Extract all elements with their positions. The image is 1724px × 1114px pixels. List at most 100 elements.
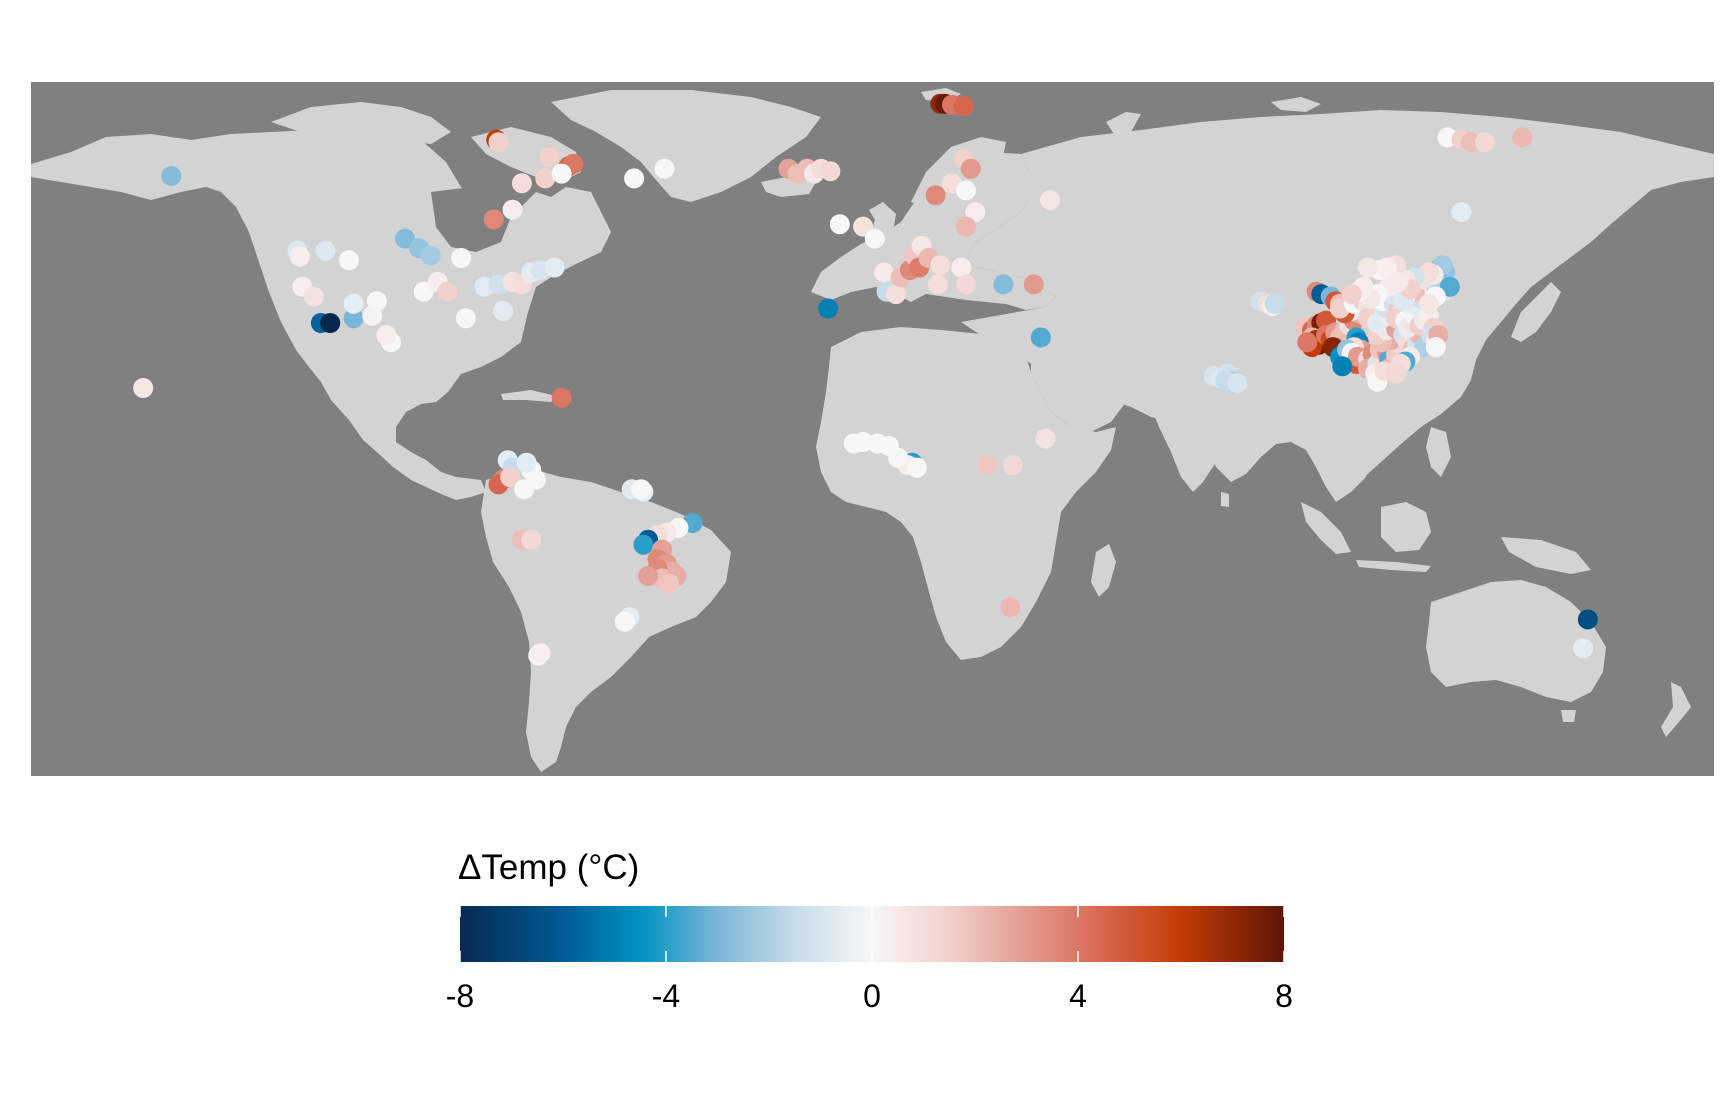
tick-label: -8 [445,978,475,1014]
data-point [864,228,885,249]
data-point [320,313,341,333]
sri-lanka [1221,492,1229,507]
data-point [906,457,927,478]
data-point [395,228,415,249]
data-point [1227,373,1248,394]
data-point [289,246,310,267]
data-point [818,298,839,319]
data-point [511,173,532,194]
data-point [624,168,645,189]
data-point [488,132,509,153]
data-point [535,168,556,189]
data-point [927,274,948,295]
tick-label: 4 [1069,978,1087,1014]
data-point [500,467,521,488]
data-point [1460,132,1481,153]
new-zealand [1661,682,1691,737]
data-point [161,166,182,186]
data-point [614,611,635,632]
philippines [1426,427,1451,477]
data-point [1425,337,1446,358]
data-point [343,293,364,314]
data-points [133,93,1598,666]
data-point [1439,276,1460,297]
data-point [930,255,951,276]
tick-label: 8 [1275,978,1293,1014]
data-point [885,284,906,305]
madagascar [1091,544,1116,597]
data-point [633,534,654,555]
data-point [551,163,572,184]
data-point [521,529,542,550]
data-point [925,185,946,206]
data-point [1035,428,1056,449]
data-point [1030,327,1051,348]
data-point [874,262,895,283]
data-point [413,281,434,302]
data-point [977,455,997,476]
data-point [638,566,659,586]
data-point [338,250,359,271]
data-point [888,447,909,468]
india [1149,377,1246,492]
data-point [1386,363,1407,384]
data-point [1573,638,1594,659]
colorbar-ticks [460,906,1284,962]
data-point [659,573,680,594]
data-point [1023,274,1044,295]
arctic-archipelago [271,102,451,144]
data-point [315,240,336,261]
data-point [960,158,981,179]
data-point [1474,132,1495,153]
data-point [420,245,441,266]
africa [816,327,1116,660]
europe [811,152,1056,310]
sumatra [1301,502,1351,554]
data-point [516,452,537,473]
data-point [1512,127,1533,148]
java [1356,560,1431,572]
data-point [631,479,652,500]
data-point [493,300,514,321]
japan [1511,282,1561,342]
data-point [951,257,972,278]
hudson-bay-cut [431,187,511,252]
data-point [1264,293,1285,314]
data-point [551,387,572,408]
data-point [953,96,974,117]
data-point [993,274,1014,295]
data-point [1297,332,1318,353]
map-panel [31,82,1714,776]
data-point [1000,597,1021,618]
data-point [965,202,986,223]
data-point [1332,356,1353,377]
data-point [366,291,387,312]
data-point [1358,257,1378,278]
legend-colorbar [460,906,1284,962]
data-point [343,308,364,329]
new-guinea [1501,537,1591,574]
data-point [514,479,535,500]
data-point [956,216,976,237]
data-point [303,286,324,307]
data-point [654,158,675,179]
data-point [544,257,565,278]
tick-label: -4 [651,978,681,1014]
data-point [1376,257,1397,278]
data-point [956,180,976,201]
data-point [829,214,850,235]
data-point [530,643,551,664]
cuba [501,390,556,402]
data-point [539,146,560,167]
tick-label: 0 [863,978,881,1014]
greenland [551,90,821,202]
arabian-peninsula [1031,347,1126,432]
data-point [820,161,841,182]
severnaya-zemlya [1271,97,1321,112]
tasmania [1561,710,1576,722]
data-point [956,274,976,295]
novaya-zemlya [1106,112,1141,137]
data-point [1418,293,1439,314]
world-map [31,82,1714,776]
australia [1426,580,1606,702]
